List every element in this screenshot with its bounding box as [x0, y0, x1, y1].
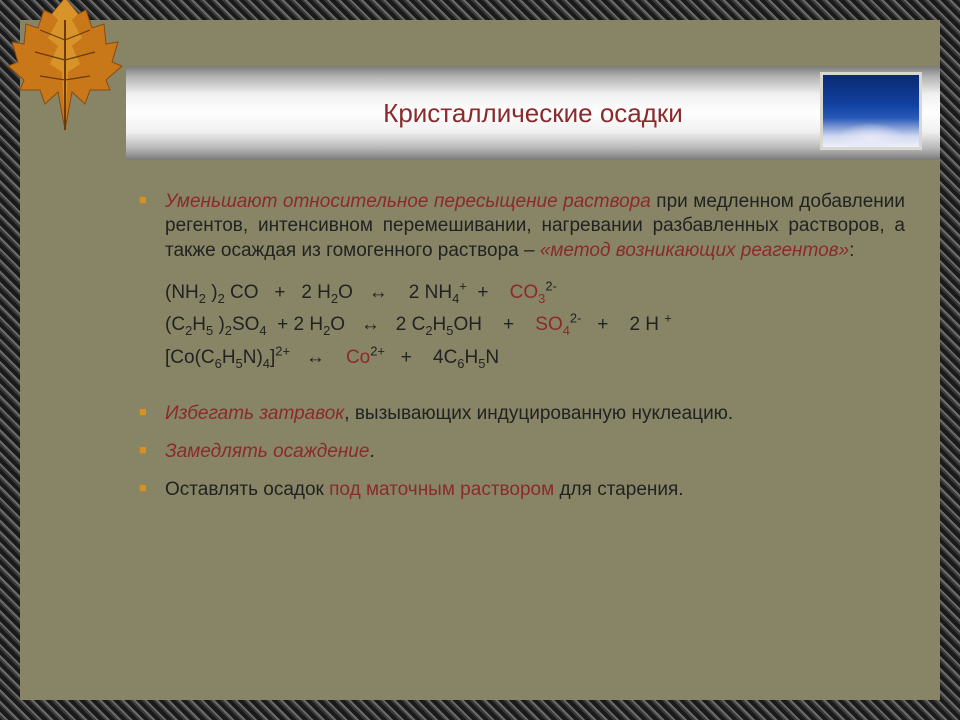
slide-title: Кристаллические осадки [383, 98, 683, 129]
bullet-4: Оставлять осадок под маточным раствором … [165, 478, 905, 502]
bullet-3-lead: Замедлять осаждение [165, 441, 369, 462]
bullet-1-method: «метод возникающих реагентов» [540, 240, 849, 261]
bullet-1-lead: Уменьшают относительное пересыщение раст… [165, 191, 651, 212]
content-area: Уменьшают относительное пересыщение раст… [165, 190, 905, 517]
equation-1: (NH2 )2 CO + 2 H2O ↔ 2 NH4+ + CO32- [165, 277, 905, 309]
leaf-decoration [0, 0, 140, 140]
equation-2: (C2H5 )2SO4 + 2 H2O ↔ 2 C2H5OH + SO42- +… [165, 309, 905, 341]
bullet-4-pre: Оставлять осадок [165, 479, 329, 500]
bullet-2: Избегать затравок, вызывающих индуцирова… [165, 402, 905, 426]
bullet-3-rest: . [369, 441, 374, 462]
bullet-3: Замедлять осаждение. [165, 440, 905, 464]
equations-block: (NH2 )2 CO + 2 H2O ↔ 2 NH4+ + CO32- (C2H… [165, 277, 905, 374]
bullet-1: Уменьшают относительное пересыщение раст… [165, 190, 905, 263]
title-bar: Кристаллические осадки [126, 66, 940, 160]
bullet-4-post: для старения. [554, 479, 683, 500]
equation-3: [Co(C6H5N)4]2+ ↔ Co2+ + 4C6H5N [165, 342, 905, 374]
bullet-1-tail: : [849, 240, 854, 261]
bullet-4-em: под маточным раствором [329, 479, 554, 500]
bullet-2-rest: , вызывающих индуцированную нуклеацию. [344, 403, 733, 424]
photo-image [823, 75, 919, 147]
bullet-2-lead: Избегать затравок [165, 403, 344, 424]
corner-photo [820, 72, 922, 150]
